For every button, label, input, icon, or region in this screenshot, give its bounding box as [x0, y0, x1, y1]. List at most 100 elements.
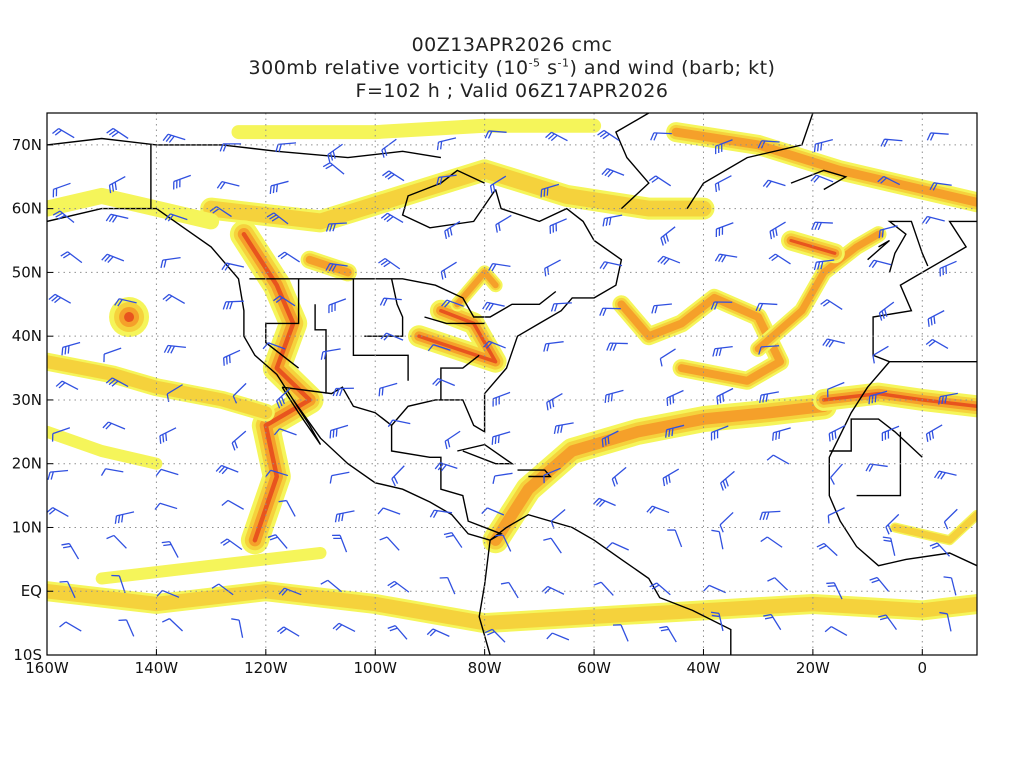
wind-barb — [492, 391, 511, 407]
wind-barb — [106, 127, 129, 139]
wind-barb — [553, 422, 574, 435]
wind-barb — [164, 213, 188, 222]
wind-barb — [378, 257, 401, 270]
wind-barb — [220, 538, 243, 551]
wind-barb — [604, 389, 624, 404]
title-line-2: 300mb relative vorticity (10-5 s-1) and … — [0, 57, 1024, 79]
wind-barb — [665, 424, 685, 438]
vorticity-band — [789, 238, 837, 255]
wind-barb — [111, 574, 126, 594]
wind-barb — [772, 427, 791, 441]
lon-tick-label: 0 — [918, 659, 928, 677]
wind-barb — [492, 472, 513, 484]
wind-barb — [391, 465, 405, 487]
wind-barb — [221, 499, 244, 510]
wind-barb — [550, 509, 566, 529]
wind-barb — [105, 377, 129, 388]
wind-barb — [55, 380, 79, 391]
wind-barb — [222, 300, 244, 310]
wind-barb — [878, 614, 897, 630]
wind-barb — [711, 529, 724, 550]
wind-barb — [606, 342, 628, 351]
wind-barb — [59, 580, 76, 599]
wind-barb — [432, 377, 456, 387]
coastline — [364, 278, 404, 337]
wind-barb — [651, 303, 672, 314]
coastline — [790, 169, 848, 191]
wind-barb — [329, 471, 350, 484]
coastline — [424, 316, 485, 325]
coastline — [390, 189, 623, 541]
wind-barb — [387, 580, 410, 593]
wind-barb — [52, 127, 75, 139]
wind-barb — [332, 534, 348, 553]
wind-barb — [162, 133, 186, 143]
coastline — [401, 169, 497, 229]
wind-barb — [606, 542, 629, 551]
coastline — [489, 513, 732, 655]
wind-barb — [266, 212, 289, 225]
wind-barb — [612, 624, 629, 642]
vorticity-band — [203, 162, 712, 230]
lon-tick-label: 40W — [687, 659, 721, 677]
wind-barb — [162, 293, 186, 305]
lat-tick-label: 50N — [12, 263, 42, 281]
wind-barb — [546, 632, 570, 641]
coastline — [615, 113, 650, 210]
wind-barb — [380, 212, 404, 223]
wind-barb — [231, 618, 244, 638]
vorticity-shading — [47, 118, 977, 634]
wind-barb — [601, 168, 625, 178]
wind-barb — [714, 253, 738, 263]
wind-barb — [659, 625, 677, 643]
wind-barb — [223, 349, 241, 366]
coastline — [457, 443, 515, 465]
map-frame — [46, 112, 978, 656]
wind-barb — [925, 424, 943, 442]
vorticity-band — [454, 269, 499, 308]
lon-tick-label: 100W — [354, 659, 398, 677]
title-line-2-text: 300mb relative vorticity (10 — [248, 57, 529, 79]
wind-barb — [59, 621, 82, 632]
wind-barb — [660, 226, 676, 246]
wind-barb — [826, 582, 843, 600]
wind-barb — [495, 214, 512, 233]
wind-barb — [929, 542, 951, 557]
wind-barb — [154, 502, 178, 510]
wind-barb — [427, 344, 451, 352]
wind-barb — [828, 424, 846, 442]
wind-barb — [758, 345, 780, 355]
wind-barb — [101, 253, 125, 264]
wind-barb — [166, 384, 183, 402]
wind-barb — [933, 470, 957, 480]
lon-tick-label: 20W — [796, 659, 830, 677]
wind-barb — [231, 430, 247, 451]
wind-barb — [925, 338, 949, 350]
longitude-axis: 160W 140W 120W 100W 80W 60W 40W 20W 0 — [25, 649, 927, 677]
wind-barb — [105, 213, 129, 223]
wind-barb — [710, 301, 733, 310]
wind-barb — [500, 581, 519, 599]
wind-barb — [719, 511, 734, 533]
wind-barb — [822, 338, 845, 348]
wind-barb — [322, 162, 345, 175]
wind-barb — [767, 577, 789, 591]
wind-barb — [830, 463, 843, 485]
wind-barb — [599, 307, 621, 316]
lat-tick-label: EQ — [21, 582, 42, 600]
wind-barb — [543, 467, 561, 484]
wind-barb — [868, 390, 888, 405]
wind-barb — [768, 253, 791, 265]
vorticity-spot — [124, 312, 135, 323]
wind-barb — [720, 470, 735, 491]
coastline — [440, 354, 480, 400]
lon-tick-label: 160W — [25, 659, 69, 677]
vorticity-band — [891, 511, 977, 544]
wind-barb — [163, 344, 186, 354]
wind-barb — [444, 430, 461, 450]
wind-barb — [162, 618, 183, 632]
wind-barb — [824, 626, 848, 636]
vorticity-band — [47, 355, 273, 420]
wind-barb — [277, 251, 301, 263]
wind-barb — [712, 345, 733, 357]
